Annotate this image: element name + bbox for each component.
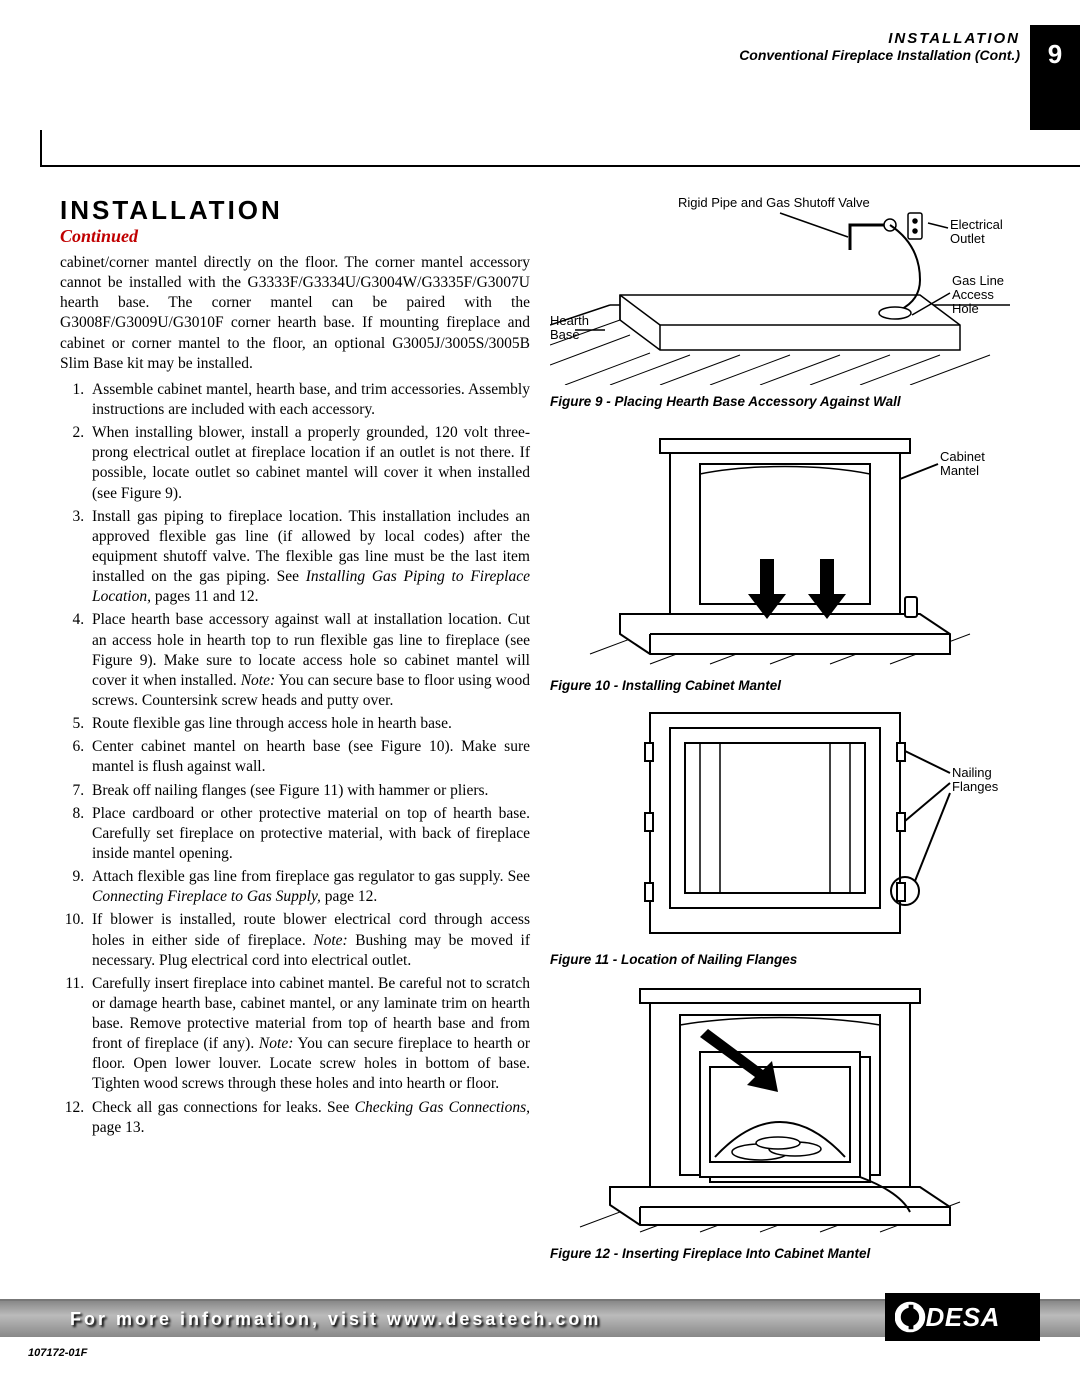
figure-10-caption: Figure 10 - Installing Cabinet Mantel [550, 678, 1020, 693]
section-title: INSTALLATION [60, 195, 530, 226]
section-subtitle: Continued [60, 226, 530, 247]
figure-10: CabinetMantel [550, 419, 1020, 674]
svg-text:CabinetMantel: CabinetMantel [940, 449, 985, 478]
instruction-list: Assemble cabinet mantel, hearth base, an… [60, 380, 530, 1138]
content-area: INSTALLATION Continued cabinet/corner ma… [60, 195, 1020, 1271]
svg-text:NailingFlanges: NailingFlanges [952, 765, 999, 794]
step-7: Break off nailing flanges (see Figure 11… [88, 781, 530, 801]
horizontal-rule [40, 165, 1080, 167]
figure-9-svg: Rigid Pipe and Gas Shutoff Valve Electri… [550, 195, 1010, 385]
step-5: Route flexible gas line through access h… [88, 714, 530, 734]
svg-text:HearthBase: HearthBase [550, 313, 589, 342]
figure-12-svg [550, 977, 1010, 1237]
page-number-badge: 9 [1030, 25, 1080, 130]
figure-11-caption: Figure 11 - Location of Nailing Flanges [550, 952, 1020, 967]
step-9: Attach flexible gas line from fireplace … [88, 867, 530, 907]
step-1: Assemble cabinet mantel, hearth base, an… [88, 380, 530, 420]
step-12: Check all gas connections for leaks. See… [88, 1098, 530, 1138]
svg-text:DESA: DESA [925, 1304, 999, 1332]
step-2: When installing blower, install a proper… [88, 423, 530, 504]
step-6: Center cabinet mantel on hearth base (se… [88, 737, 530, 777]
right-column: Rigid Pipe and Gas Shutoff Valve Electri… [550, 195, 1020, 1271]
step-3: Install gas piping to fireplace location… [88, 507, 530, 608]
figure-10-svg: CabinetMantel [550, 419, 1010, 669]
svg-text:Gas LineAccessHole: Gas LineAccessHole [952, 273, 1004, 316]
figure-11-svg: NailingFlanges [550, 703, 1010, 943]
figure-9: Rigid Pipe and Gas Shutoff Valve Electri… [550, 195, 1020, 390]
left-column: INSTALLATION Continued cabinet/corner ma… [60, 195, 530, 1271]
brand-logo: DESA [885, 1293, 1040, 1341]
intro-paragraph: cabinet/corner mantel directly on the fl… [60, 253, 530, 374]
header-title: INSTALLATION [540, 30, 1020, 47]
step-8: Place cardboard or other protective mate… [88, 804, 530, 864]
figure-12-caption: Figure 12 - Inserting Fireplace Into Cab… [550, 1246, 1020, 1261]
step-4: Place hearth base accessory against wall… [88, 610, 530, 711]
figure-12 [550, 977, 1020, 1242]
footer-text: For more information, visit www.desatech… [70, 1309, 601, 1330]
figure-9-caption: Figure 9 - Placing Hearth Base Accessory… [550, 394, 1020, 409]
svg-text:ElectricalOutlet: ElectricalOutlet [950, 217, 1003, 246]
header-subtitle: Conventional Fireplace Installation (Con… [540, 47, 1020, 63]
document-number: 107172-01F [28, 1347, 87, 1359]
svg-text:Rigid Pipe and Gas Shutoff Val: Rigid Pipe and Gas Shutoff Valve [678, 195, 870, 210]
page-header: INSTALLATION Conventional Fireplace Inst… [540, 30, 1020, 63]
step-11: Carefully insert fireplace into cabinet … [88, 974, 530, 1095]
step-10: If blower is installed, route blower ele… [88, 910, 530, 970]
vertical-rule [40, 130, 42, 165]
figure-11: NailingFlanges [550, 703, 1020, 948]
